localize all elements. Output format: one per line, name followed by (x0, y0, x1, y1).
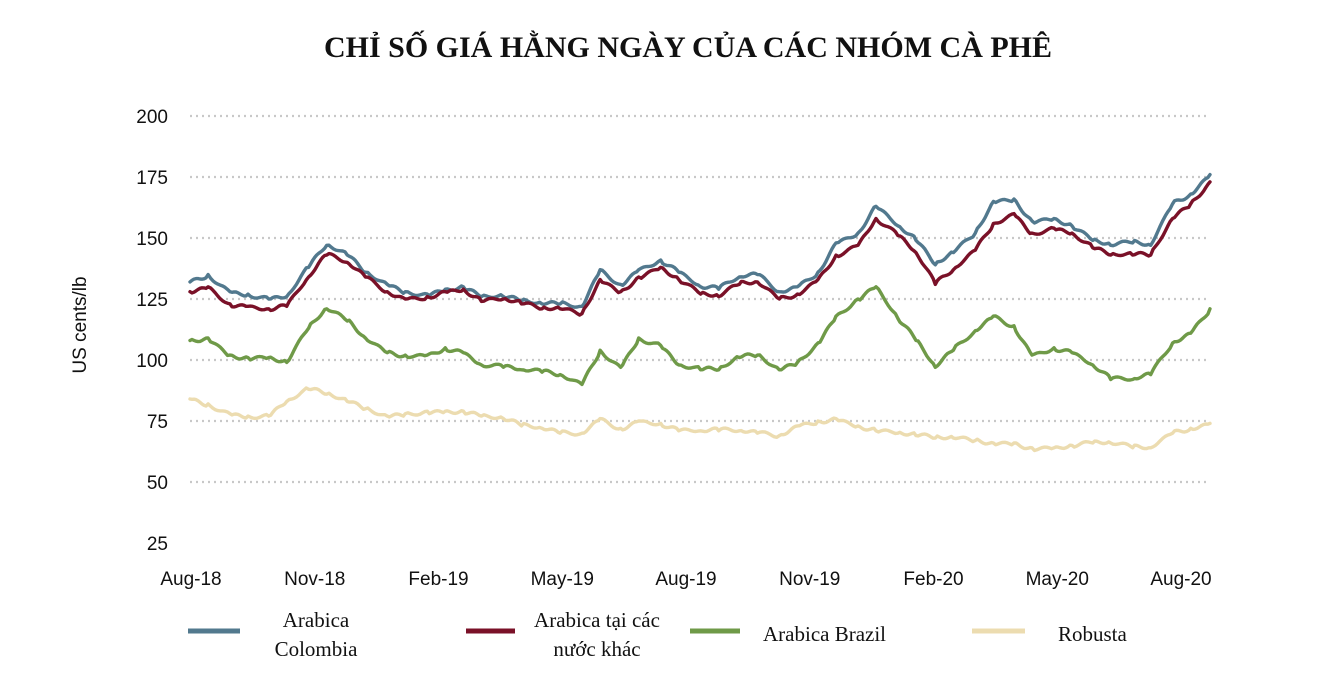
series-line (188, 172, 1212, 309)
gridlines (190, 114, 1210, 484)
y-tick-label: 175 (136, 168, 168, 189)
series-lines (188, 172, 1212, 453)
legend-label: Robusta (1058, 622, 1128, 646)
y-tick-label: 75 (147, 412, 168, 433)
x-tick-label: May-20 (1026, 569, 1089, 590)
y-axis-label: US cents/lb (70, 276, 91, 373)
x-tick-label: Nov-19 (779, 569, 840, 590)
legend: Arabica Colombia Arabica tại các nước khác A… (188, 608, 1128, 661)
y-tick-label: 25 (147, 534, 168, 555)
y-tick-label: 150 (136, 229, 168, 250)
x-tick-label: Feb-20 (903, 569, 963, 590)
legend-label: Arabica tại các nước khác (534, 608, 660, 661)
x-tick-label: Aug-20 (1150, 569, 1211, 590)
legend-label: Arabica Brazil (763, 622, 886, 646)
y-tick-label: 125 (136, 290, 168, 311)
x-tick-label: Feb-19 (408, 569, 468, 590)
series-line (188, 180, 1212, 317)
legend-label: Arabica Colombia (275, 608, 359, 661)
chart-title: CHỈ SỐ GIÁ HẰNG NGÀY CỦA CÁC NHÓM CÀ PHÊ (324, 30, 1052, 64)
x-tick-label: May-19 (531, 569, 594, 590)
y-tick-label: 100 (136, 351, 168, 372)
x-axis-ticks: Aug-18 Nov-18 Feb-19 May-19 Aug-19 Nov-19 Feb-… (160, 569, 1211, 590)
x-tick-label: Aug-19 (655, 569, 716, 590)
y-axis-ticks: 25 50 75 100 125 150 175 200 (136, 107, 168, 555)
series-line (188, 386, 1212, 453)
y-tick-label: 50 (147, 473, 168, 494)
x-tick-label: Aug-18 (160, 569, 221, 590)
y-tick-label: 200 (136, 107, 168, 128)
series-line (188, 285, 1212, 387)
x-tick-label: Nov-18 (284, 569, 345, 590)
